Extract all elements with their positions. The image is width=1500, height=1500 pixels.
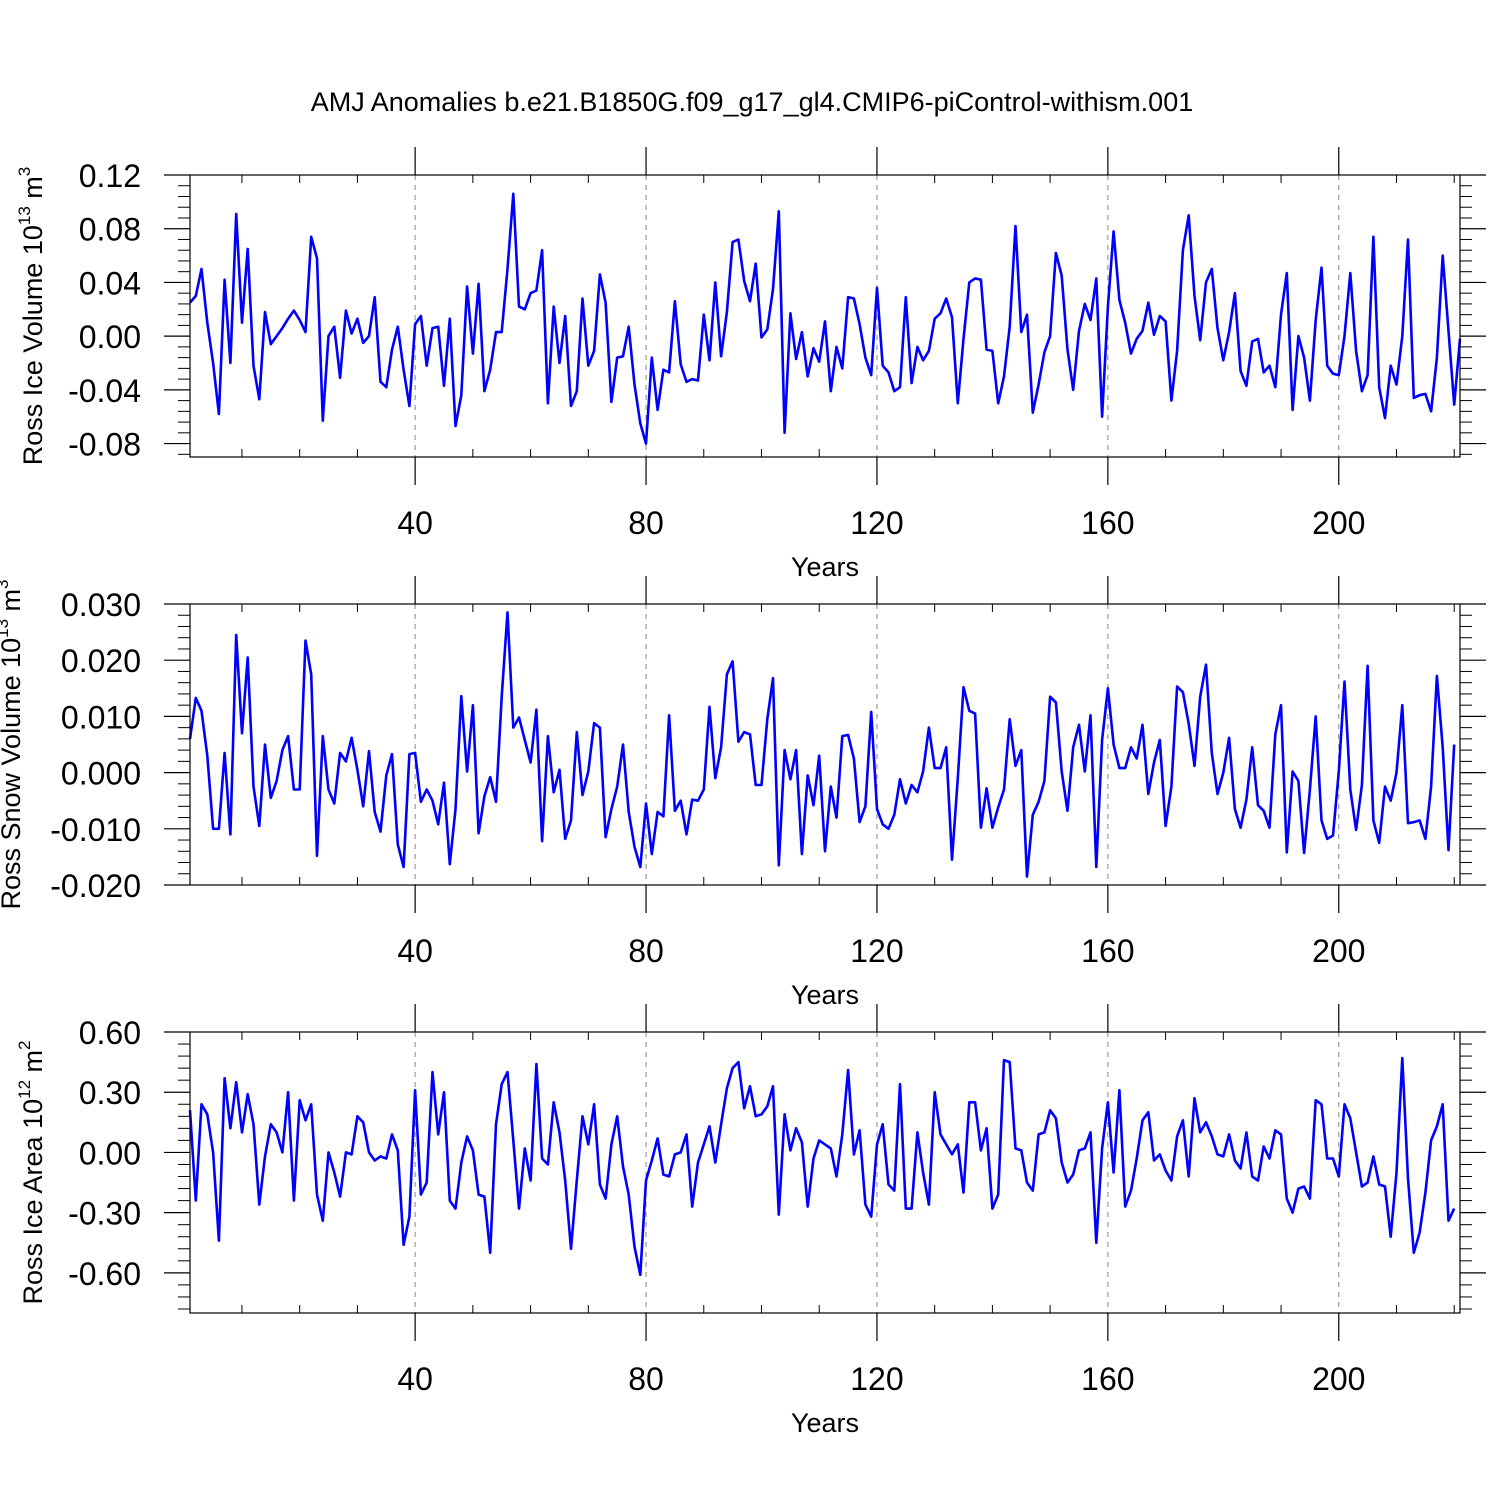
x-tick-label: 200 — [1312, 1361, 1365, 1397]
y-tick-label: 0.030 — [61, 587, 141, 623]
y-tick-label: -0.020 — [50, 868, 141, 904]
x-tick-label: 80 — [628, 505, 664, 541]
y-tick-label: 0.60 — [79, 1015, 141, 1051]
plot-frame — [189, 174, 1461, 458]
plot-frame — [189, 603, 1461, 886]
x-tick-label: 120 — [850, 505, 903, 541]
y-tick-label: 0.00 — [79, 1135, 141, 1171]
series-line — [188, 1056, 1456, 1277]
y-tick-label: -0.60 — [68, 1256, 141, 1292]
y-tick-label: 0.08 — [79, 212, 141, 248]
x-tick-label: 80 — [628, 933, 664, 969]
y-tick-label: 0.020 — [61, 643, 141, 679]
x-tick-label: 200 — [1312, 933, 1365, 969]
x-axis-title: Years — [791, 1408, 859, 1438]
x-tick-label: 200 — [1312, 505, 1365, 541]
y-axis-title: Ross Ice Area 1012 m2 — [15, 1040, 48, 1304]
panel-2: 40 80 120 160 200 Years -0.020 -0.010 0.000 0.010… — [0, 576, 1486, 1010]
y-tick-label: 0.30 — [79, 1075, 141, 1111]
x-axis-title: Years — [791, 980, 859, 1010]
x-tick-label: 160 — [1081, 505, 1134, 541]
y-tick-label: -0.08 — [68, 427, 141, 463]
x-tick-label: 40 — [397, 1361, 433, 1397]
series-line — [189, 192, 1462, 445]
y-tick-label: -0.010 — [50, 812, 141, 848]
y-tick-label: 0.000 — [61, 756, 141, 792]
x-tick-label: 40 — [397, 505, 433, 541]
y-tick-label: 0.010 — [61, 699, 141, 735]
plot-frame — [189, 1031, 1461, 1314]
y-axis-title: Ross Ice Volume 1013 m3 — [15, 167, 48, 466]
panels: 40 80 120 160 200 Years -0.08 -0.04 0.00 0.04 0.08… — [0, 147, 1486, 1438]
panel-3: 40 80 120 160 200 Years -0.60 -0.30 0.00 0.30 0.60… — [15, 1004, 1486, 1438]
y-axis-title: Ross Snow Volume 1013 m3 — [0, 579, 26, 909]
y-tick-label: 0.12 — [79, 158, 141, 194]
x-tick-label: 120 — [850, 1361, 903, 1397]
x-tick-label: 160 — [1081, 1361, 1134, 1397]
figure-title: AMJ Anomalies b.e21.B1850G.f09_g17_gl4.C… — [311, 87, 1193, 117]
x-axis-title: Years — [791, 552, 859, 582]
x-tick-label: 120 — [850, 933, 903, 969]
y-tick-label: 0.00 — [79, 319, 141, 355]
y-tick-label: 0.04 — [79, 265, 141, 301]
y-tick-label: -0.30 — [68, 1196, 141, 1232]
x-tick-label: 40 — [397, 933, 433, 969]
series-line — [188, 611, 1456, 878]
x-tick-label: 80 — [628, 1361, 664, 1397]
y-tick-label: -0.04 — [68, 373, 141, 409]
x-tick-label: 160 — [1081, 933, 1134, 969]
panel-1: 40 80 120 160 200 Years -0.08 -0.04 0.00 0.04 0.08… — [15, 147, 1486, 582]
